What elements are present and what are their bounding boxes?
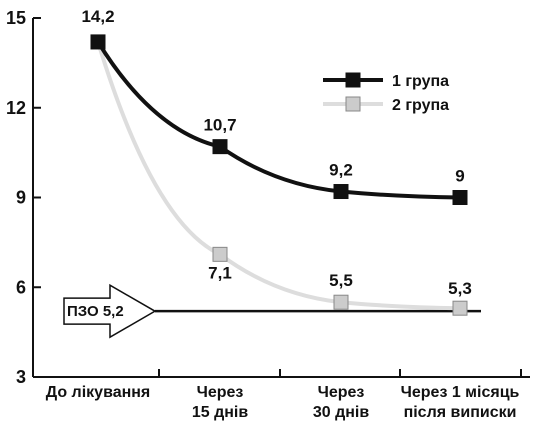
- legend-label: 2 група: [392, 97, 449, 114]
- x-tick-label: Через 30 днів: [313, 384, 370, 421]
- series-2: 7,1 5,5 5,3: [90, 34, 472, 316]
- data-label: 7,1: [208, 263, 232, 282]
- data-point-marker: [212, 246, 228, 262]
- legend-marker: [345, 96, 361, 112]
- x-tick-label: Через 1 місяць після виписки: [401, 384, 520, 421]
- y-tick-label: 9: [16, 188, 26, 208]
- data-point-marker: [452, 190, 468, 205]
- legend-label: 1 група: [392, 73, 449, 90]
- reference-arrow-shape: [63, 283, 157, 339]
- data-label: 5,5: [329, 271, 353, 290]
- y-tick-label: 3: [16, 367, 26, 387]
- series-line: [96, 40, 461, 200]
- x-tick-label: До лікування: [46, 384, 151, 401]
- data-label: 9,2: [329, 161, 353, 180]
- data-point-marker: [90, 34, 106, 50]
- reference-line-label: ПЗО 5,2: [67, 303, 124, 320]
- series-group: 7,1 5,5 5,3 14,2 10,7 9,2 9: [81, 7, 472, 316]
- data-label: 9: [455, 167, 464, 186]
- data-point-marker: [452, 300, 468, 316]
- data-label: 10,7: [203, 116, 236, 135]
- data-label: 14,2: [81, 7, 114, 26]
- x-tick-label: Через 15 днів: [192, 384, 249, 421]
- data-point-marker: [212, 139, 228, 155]
- series-line: [96, 41, 461, 311]
- data-label: 5,3: [448, 279, 472, 298]
- legend-marker: [345, 72, 361, 88]
- y-tick-label: 12: [6, 98, 26, 118]
- data-point-marker: [333, 294, 349, 310]
- axes: 3 6 9 12 15 До лікування Через 15 днів Через 30 д…: [6, 8, 530, 421]
- y-tick-label: 15: [6, 8, 26, 28]
- legend: 1 група 2 група: [323, 72, 449, 114]
- reference-line-group: ПЗО 5,2: [63, 283, 481, 339]
- data-point-marker: [333, 184, 349, 200]
- y-tick-label: 6: [16, 277, 26, 297]
- series-1: 14,2 10,7 9,2 9: [81, 7, 468, 205]
